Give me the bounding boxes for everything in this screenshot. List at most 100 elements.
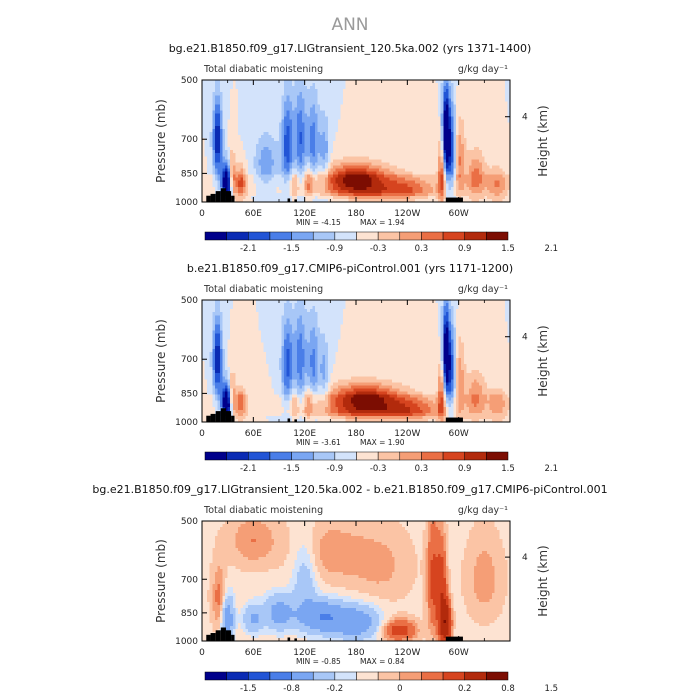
heatmap-cell (281, 107, 285, 112)
heatmap-cell (350, 116, 355, 121)
x-tick-label: 0 (199, 209, 205, 219)
heatmap-cell (253, 80, 257, 84)
heatmap-cell (222, 80, 226, 84)
heatmap-cell (248, 89, 252, 93)
heatmap-cell (291, 86, 295, 90)
heatmap-cell (463, 101, 467, 105)
heatmap-cell (263, 95, 267, 99)
heatmap-cell (307, 92, 311, 96)
heatmap-cell (225, 92, 229, 96)
heatmap-cell (219, 95, 224, 99)
heatmap-cell (338, 107, 342, 112)
heatmap-cell (204, 101, 208, 105)
heatmap-cell (289, 107, 293, 112)
heatmap-cell (202, 83, 206, 87)
heatmap-cell (276, 107, 280, 112)
heatmap-cell (499, 110, 503, 115)
heatmap-cell (284, 83, 288, 87)
colorbar-label: 2.1 (545, 244, 559, 254)
heatmap-cell (402, 89, 406, 93)
heatmap-cell (302, 98, 306, 102)
heatmap-cell (468, 80, 473, 84)
heatmap-cell (422, 83, 426, 87)
heatmap-cell (440, 86, 444, 90)
heatmap-cell (394, 98, 398, 102)
heatmap-cell (358, 89, 362, 93)
heatmap-cell (371, 86, 375, 90)
heatmap-cell (222, 110, 226, 115)
heatmap-cell (415, 98, 419, 102)
heatmap-cell (433, 83, 437, 87)
heatmap-cell (415, 116, 419, 121)
heatmap-cell (227, 98, 231, 102)
heatmap-cell (486, 83, 491, 87)
heatmap-cell (425, 89, 429, 93)
heatmap-cell (391, 101, 396, 105)
heatmap-cell (289, 86, 293, 90)
heatmap-cell (286, 86, 290, 90)
heatmap-cell (468, 116, 473, 121)
heatmap-cell (335, 98, 339, 102)
heatmap-cell (425, 104, 429, 109)
heatmap-cell (397, 83, 401, 87)
heatmap-cell (448, 86, 452, 90)
heatmap-cell (427, 98, 432, 102)
heatmap-cell (463, 107, 467, 112)
heatmap-cell (497, 83, 501, 87)
heatmap-cell (291, 101, 295, 105)
heatmap-cell (474, 95, 478, 99)
heatmap-cell (325, 95, 329, 99)
heatmap-cell (286, 113, 290, 118)
heatmap-cell (214, 104, 218, 109)
heatmap-cell (443, 98, 447, 102)
heatmap-cell (450, 98, 455, 102)
heatmap-cell (425, 113, 429, 118)
heatmap-cell (443, 107, 447, 112)
heatmap-cell (294, 89, 298, 93)
heatmap-cell (232, 86, 236, 90)
heatmap-cell (381, 86, 385, 90)
heatmap-cell (433, 89, 437, 93)
heatmap-cell (450, 101, 455, 105)
heatmap-cell (276, 116, 280, 121)
heatmap-cell (212, 104, 216, 109)
heatmap-cell (361, 116, 365, 121)
heatmap-cell (263, 116, 267, 121)
heatmap-cell (358, 98, 362, 102)
heatmap-cell (417, 113, 421, 118)
heatmap-cell (379, 95, 383, 99)
heatmap-cell (299, 119, 303, 124)
heatmap-cell (299, 110, 303, 115)
heatmap-cell (412, 89, 416, 93)
heatmap-cell (350, 80, 355, 84)
heatmap-cell (366, 107, 370, 112)
heatmap-cell (415, 101, 419, 105)
heatmap-cell (307, 98, 311, 102)
heatmap-cell (492, 80, 496, 84)
heatmap-cell (476, 110, 480, 115)
heatmap-cell (312, 101, 316, 105)
heatmap-cell (289, 80, 293, 84)
heatmap-cell (281, 83, 285, 87)
heatmap-cell (499, 107, 503, 112)
heatmap-cell (304, 116, 308, 121)
heatmap-cell (507, 113, 511, 118)
heatmap-cell (286, 83, 290, 87)
heatmap-cell (504, 95, 509, 99)
heatmap-cell (204, 107, 208, 112)
heatmap-cell (404, 104, 408, 109)
heatmap-cell (348, 107, 352, 112)
heatmap-cell (412, 101, 416, 105)
heatmap-cell (399, 83, 403, 87)
heatmap-cell (489, 98, 493, 102)
heatmap-cell (461, 107, 465, 112)
heatmap-cell (202, 101, 206, 105)
heatmap-cell (366, 80, 370, 84)
heatmap-cell (299, 80, 303, 84)
heatmap-cell (253, 110, 257, 115)
heatmap-cell (417, 104, 421, 109)
heatmap-cell (499, 80, 503, 84)
heatmap-cell (363, 110, 367, 115)
heatmap-cell (440, 83, 444, 87)
heatmap-cell (461, 113, 465, 118)
